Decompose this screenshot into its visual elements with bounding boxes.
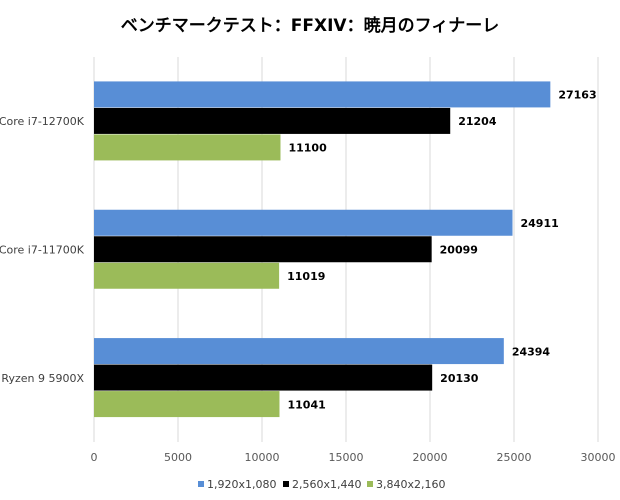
x-tick-label: 25000: [497, 451, 532, 464]
bar-1: [94, 364, 433, 391]
legend-label: 1,920x1,080: [207, 478, 277, 491]
data-label: 11019: [287, 270, 325, 283]
data-label: 24394: [512, 345, 551, 358]
data-label: 24911: [521, 217, 559, 230]
category-label: Core i7-11700K: [0, 244, 85, 257]
bar-0: [94, 81, 551, 108]
data-label: 27163: [558, 89, 596, 102]
category-label: Ryzen 9 5900X: [1, 372, 84, 385]
bar-2: [94, 134, 281, 161]
x-tick-label: 30000: [581, 451, 616, 464]
data-label: 20130: [440, 372, 479, 385]
x-tick-label: 15000: [329, 451, 364, 464]
bar-0: [94, 209, 513, 236]
bar-0: [94, 338, 504, 365]
bar-2: [94, 391, 280, 418]
data-label: 21204: [458, 115, 497, 128]
bar-1: [94, 107, 451, 134]
category-label: Core i7-12700K: [0, 115, 85, 128]
bar-2: [94, 262, 280, 289]
chart-title: ベンチマークテスト：FFXIV：暁月のフィナーレ: [121, 15, 499, 36]
legend-swatch: [283, 481, 289, 487]
x-tick-label: 20000: [413, 451, 448, 464]
legend-swatch: [198, 481, 204, 487]
x-tick-label: 0: [91, 451, 98, 464]
data-label: 20099: [440, 244, 478, 257]
x-tick-label: 10000: [245, 451, 280, 464]
legend-swatch: [367, 481, 373, 487]
data-label: 11100: [288, 142, 327, 155]
legend-label: 2,560x1,440: [292, 478, 362, 491]
x-tick-label: 5000: [164, 451, 192, 464]
data-label: 11041: [287, 398, 325, 411]
bar-1: [94, 236, 432, 263]
legend-label: 3,840x2,160: [376, 478, 446, 491]
